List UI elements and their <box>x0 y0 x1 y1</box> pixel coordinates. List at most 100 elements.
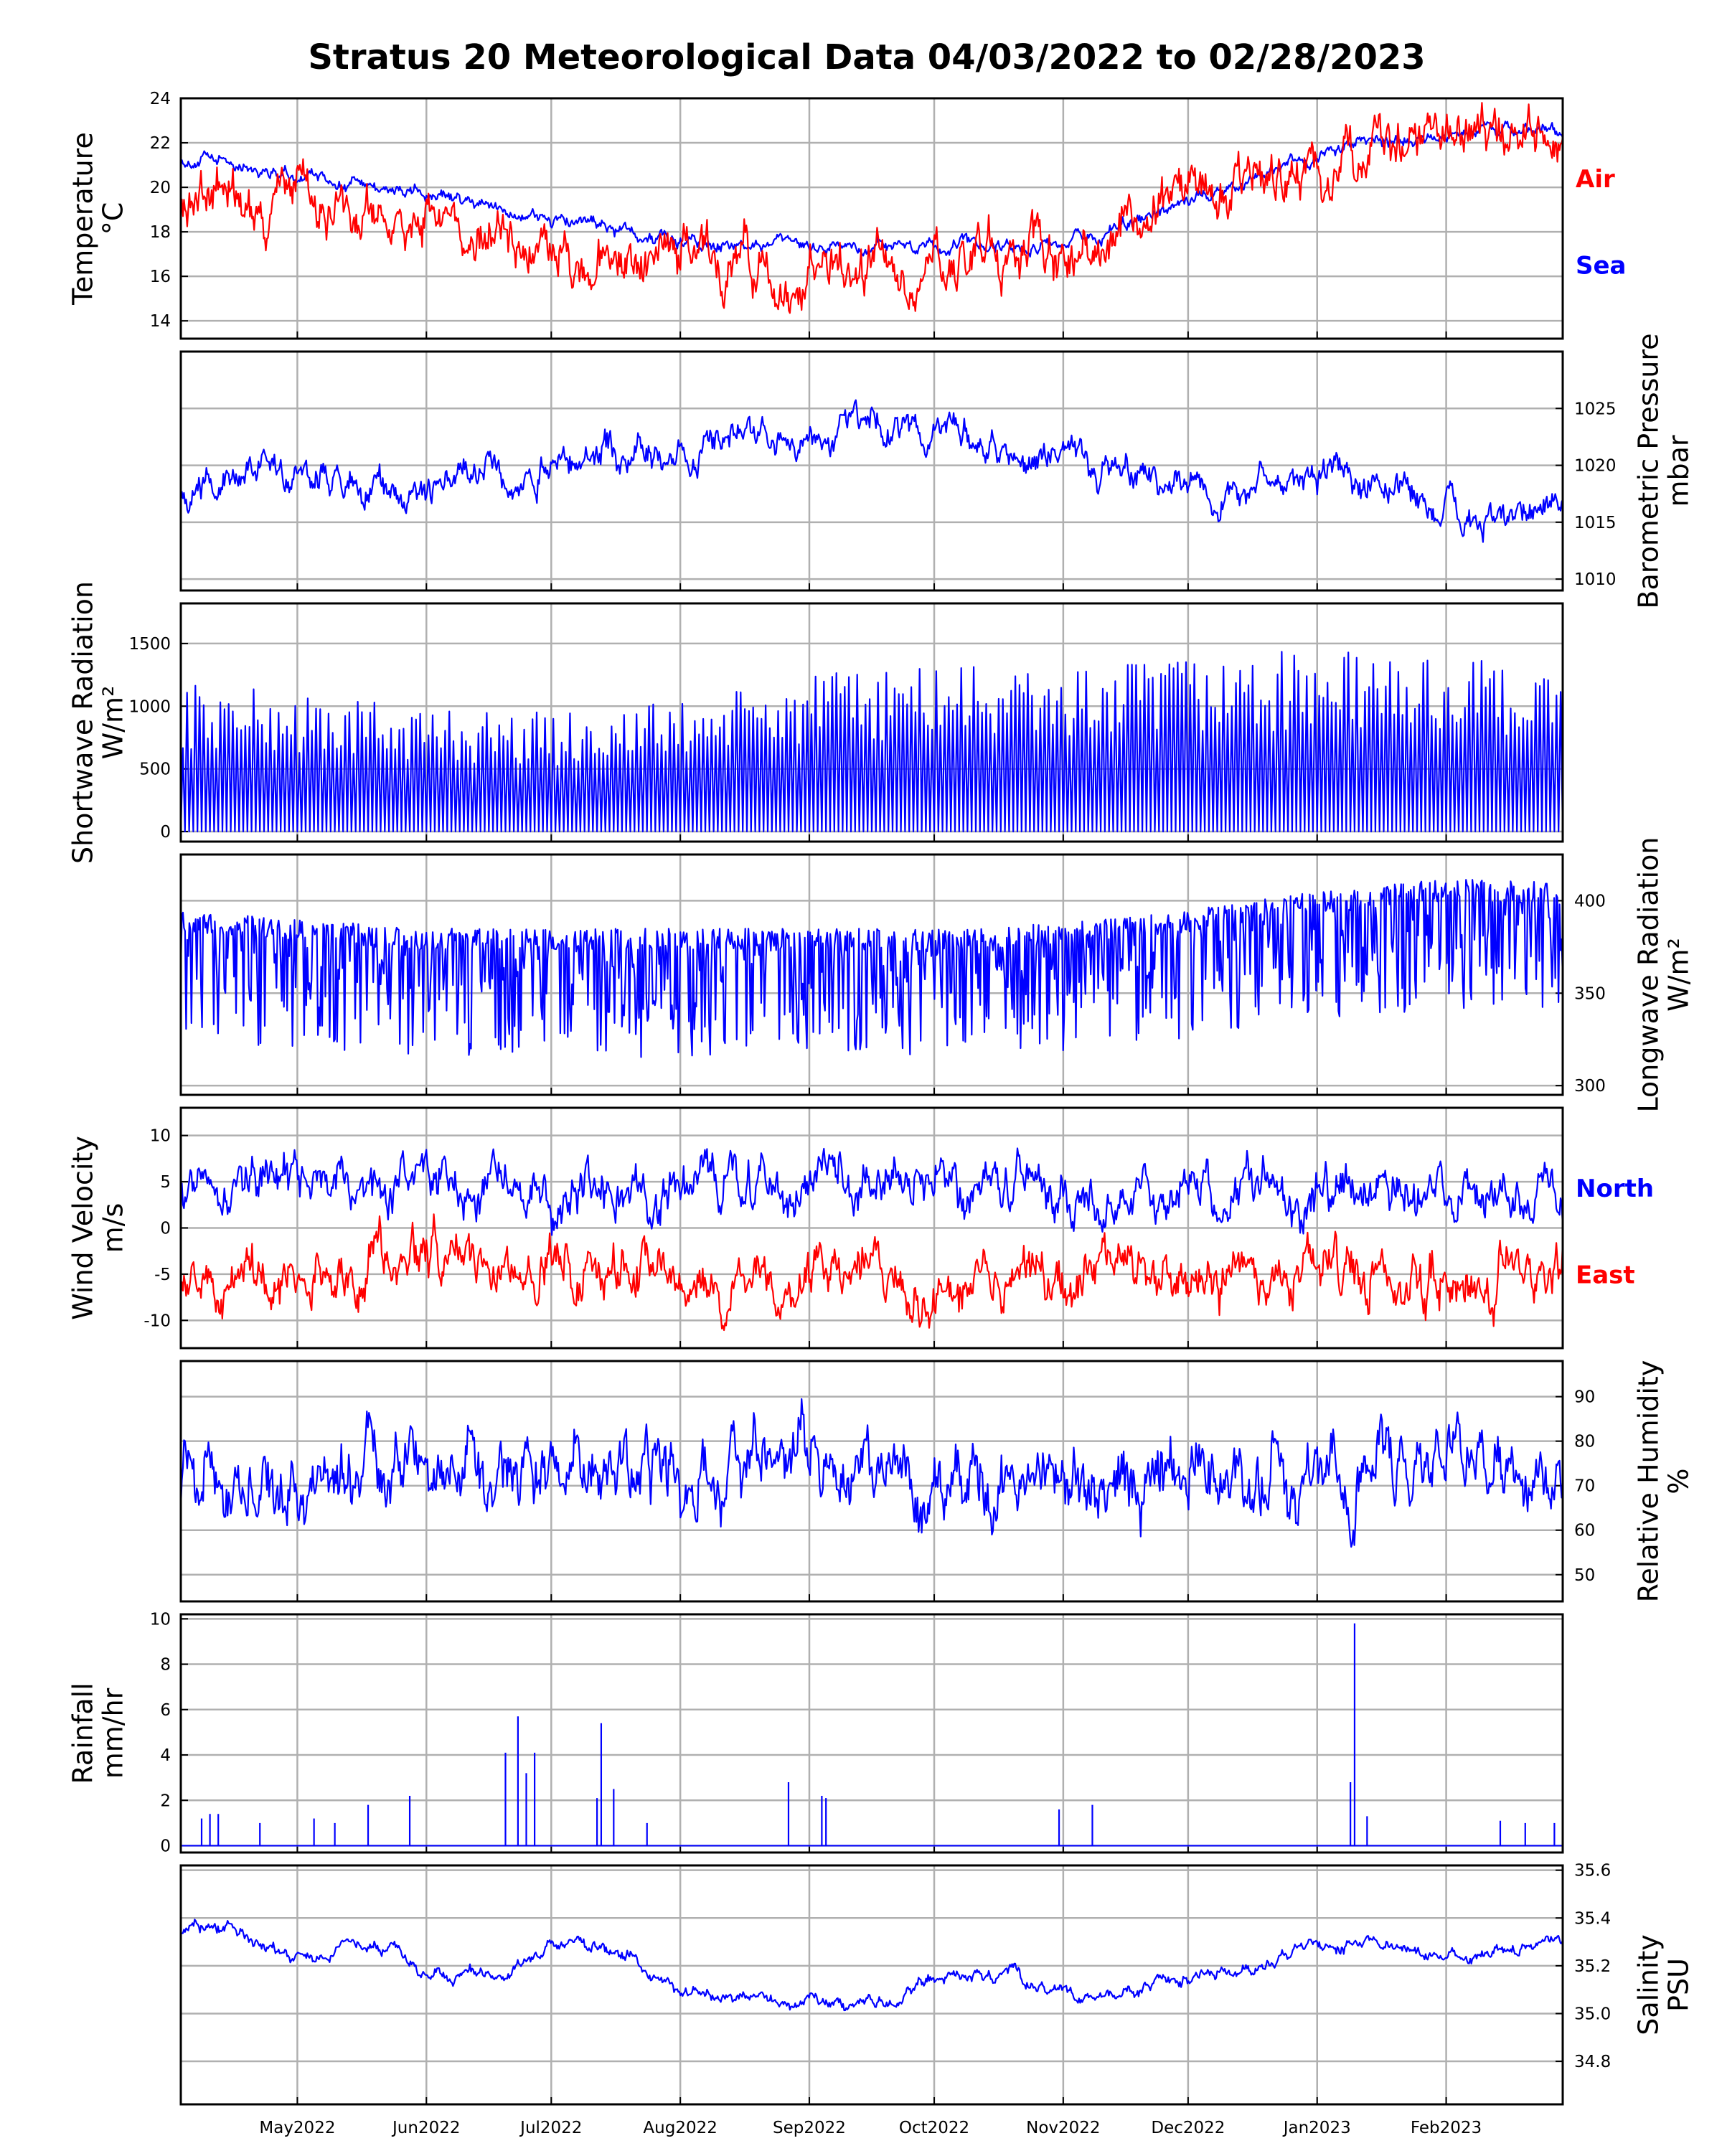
plot-area <box>181 399 1563 543</box>
y-tick-label: 35.2 <box>1574 1957 1611 1976</box>
series-line-north <box>181 1147 1563 1236</box>
x-tick-label: Aug2022 <box>643 2119 717 2137</box>
x-tick-label: Oct2022 <box>899 2119 969 2137</box>
y-axis-label: Rainfall <box>67 1682 99 1784</box>
legend-label-east: East <box>1576 1261 1635 1290</box>
plot-area <box>181 102 1563 314</box>
y-tick-label: 24 <box>150 90 171 108</box>
x-tick-label: Sep2022 <box>773 2119 846 2137</box>
panel-frame <box>179 853 1564 1096</box>
y-axis-label: % <box>1663 1468 1695 1494</box>
y-axis-label: Shortwave Radiation <box>67 581 99 864</box>
y-tick-label: 35.4 <box>1574 1909 1611 1928</box>
y-tick-label: 500 <box>139 761 171 779</box>
panel-frame <box>179 97 1564 340</box>
y-tick-label: 80 <box>1574 1433 1595 1451</box>
y-tick-label: -5 <box>154 1266 171 1284</box>
y-tick-label: 4 <box>160 1746 171 1765</box>
legend-label-sea: Sea <box>1576 252 1627 281</box>
y-tick-label: 35.6 <box>1574 1862 1611 1880</box>
y-axis-label: mbar <box>1663 435 1695 507</box>
y-tick-label: 400 <box>1574 892 1606 910</box>
y-axis-label: mm/hr <box>98 1687 129 1779</box>
y-tick-label: 350 <box>1574 984 1606 1003</box>
y-tick-label: 10 <box>150 1127 171 1146</box>
y-axis-label: Temperature <box>67 132 99 306</box>
y-axis-label: Relative Humidity <box>1633 1360 1665 1603</box>
x-tick-label: Nov2022 <box>1026 2119 1100 2137</box>
y-tick-label: 1500 <box>128 635 171 654</box>
y-tick-label: 22 <box>150 134 171 153</box>
y-axis-label: Barometric Pressure <box>1633 333 1665 608</box>
y-axis-label: Salinity <box>1633 1934 1665 2035</box>
y-tick-label: 90 <box>1574 1388 1595 1407</box>
y-axis-label: °C <box>98 202 129 235</box>
plot-area <box>181 879 1563 1058</box>
y-axis-label: PSU <box>1663 1958 1695 2012</box>
panel-0: 14 16 18 20 22 24 Temperature°C Air Sea <box>67 90 1627 340</box>
panel-frame <box>179 602 1564 843</box>
plot-area <box>181 1919 1563 2012</box>
plot-area <box>181 1623 1563 1847</box>
chart-panels: 141618202224Temperature°CAirSea101010151… <box>67 90 1695 2137</box>
y-tick-label: 1010 <box>1574 570 1617 589</box>
y-axis-label: W/m² <box>1663 938 1695 1012</box>
y-tick-label: 8 <box>160 1656 171 1675</box>
plot-area <box>181 651 1563 833</box>
series-line-value <box>181 1919 1563 2012</box>
legend-label-air: Air <box>1576 165 1615 194</box>
legend-label-north: North <box>1576 1174 1654 1203</box>
y-tick-label: 20 <box>150 179 171 197</box>
x-tick-label: Dec2022 <box>1151 2119 1225 2137</box>
panel-frame <box>179 350 1564 592</box>
series-line-sea <box>181 121 1563 258</box>
panel-frame <box>179 1864 1564 2106</box>
x-tick-label: May2022 <box>259 2119 335 2137</box>
y-tick-label: 300 <box>1574 1077 1606 1096</box>
y-tick-label: 34.8 <box>1574 2053 1611 2071</box>
y-axis-label: Longwave Radiation <box>1633 837 1665 1113</box>
panel-7: May2022 Jun2022 Jul2022 Aug2022 Sep2022 Oct20… <box>179 1862 1695 2137</box>
series-line-east <box>181 1213 1563 1332</box>
y-tick-label: 1020 <box>1574 457 1617 476</box>
y-tick-label: 10 <box>150 1610 171 1629</box>
series-line-value <box>181 879 1563 1058</box>
y-tick-label: 70 <box>1574 1477 1595 1496</box>
y-axis-label: W/m² <box>98 686 129 760</box>
y-tick-label: -10 <box>144 1312 171 1330</box>
panel-frame <box>179 1613 1564 1854</box>
plot-area <box>181 1147 1563 1332</box>
series-line-value <box>181 399 1563 543</box>
series-line-value <box>181 1398 1563 1548</box>
y-tick-label: 1015 <box>1574 514 1617 532</box>
y-tick-label: 0 <box>160 1837 171 1856</box>
y-tick-label: 18 <box>150 223 171 242</box>
y-axis-label: Wind Velocity <box>67 1136 99 1320</box>
series-line-air <box>181 102 1563 314</box>
y-tick-label: 6 <box>160 1701 171 1720</box>
y-tick-label: 1000 <box>128 697 171 716</box>
panel-frame <box>179 1106 1564 1350</box>
x-tick-label: Feb2023 <box>1411 2119 1482 2137</box>
chart-title: Stratus 20 Meteorological Data 04/03/202… <box>308 37 1425 77</box>
y-axis-label: m/s <box>98 1203 129 1253</box>
series-line-value <box>181 651 1563 833</box>
x-tick-label: Jan2023 <box>1282 2119 1351 2137</box>
y-tick-label: 5 <box>160 1173 171 1192</box>
x-tick-label: Jun2022 <box>391 2119 460 2137</box>
y-tick-label: 16 <box>150 268 171 286</box>
plot-area <box>181 1398 1563 1548</box>
panel-5: 50 60 70 80 90 Relative Humidity% <box>179 1360 1695 1603</box>
y-tick-label: 14 <box>150 312 171 331</box>
y-tick-label: 0 <box>160 823 171 842</box>
panel-frame <box>179 1360 1564 1603</box>
y-tick-label: 50 <box>1574 1566 1595 1585</box>
y-tick-label: 35.0 <box>1574 2005 1611 2023</box>
